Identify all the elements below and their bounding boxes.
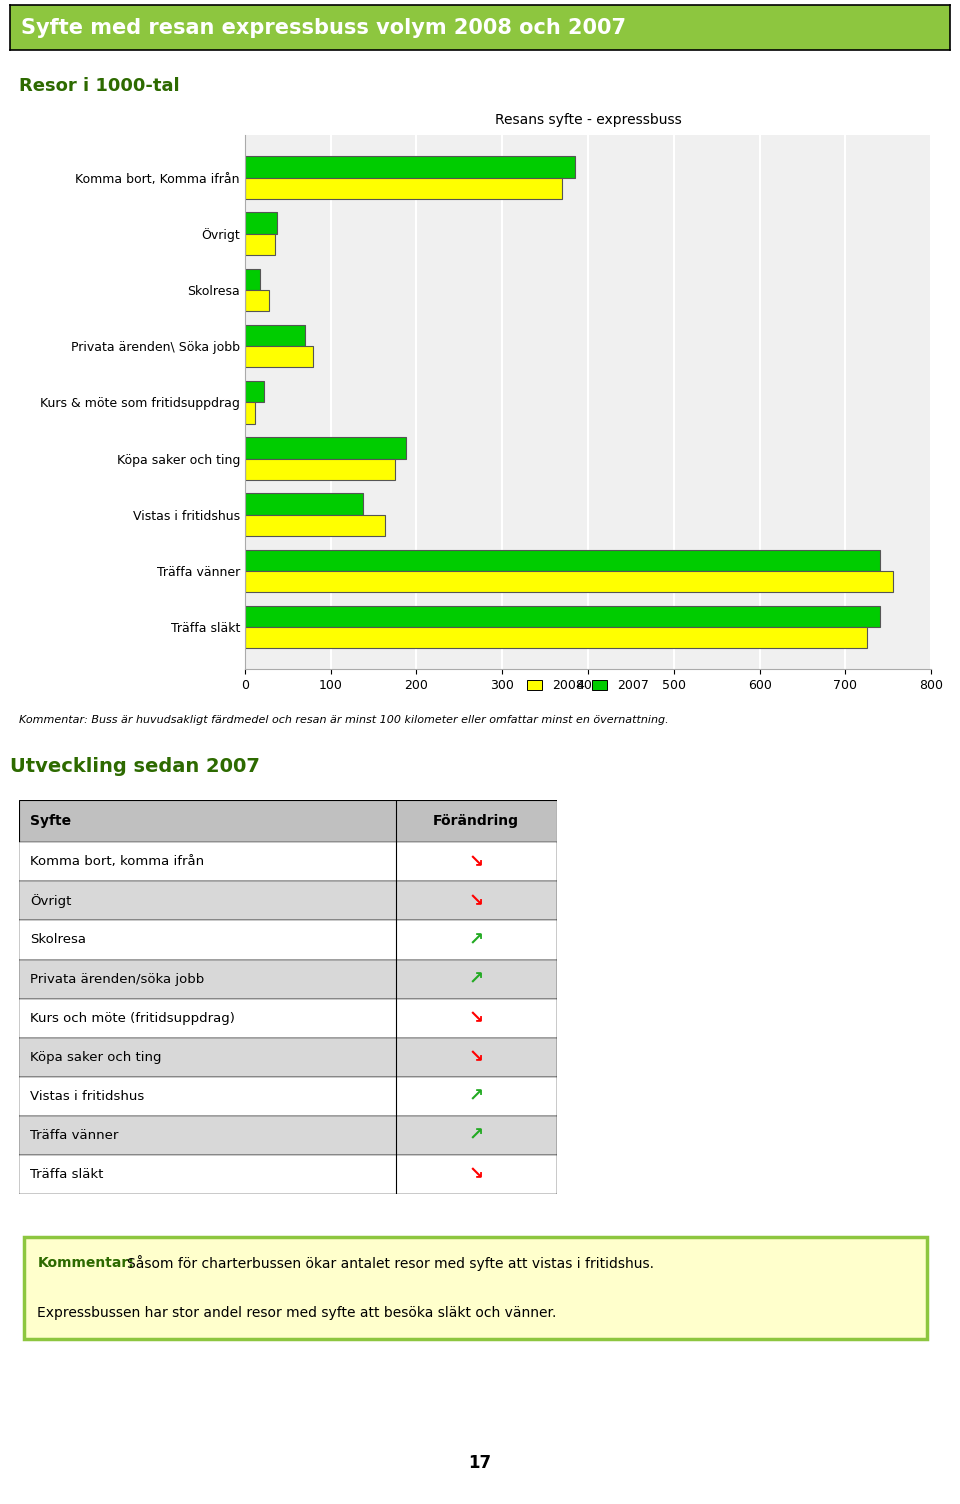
Bar [245,325,305,346]
Text: Såsom för charterbussen ökar antalet resor med syfte att vistas i fritidshus.: Såsom för charterbussen ökar antalet res… [127,1256,654,1271]
Text: ↘: ↘ [468,892,484,910]
Text: Expressbussen har stor andel resor med syfte att besöka släkt och vänner.: Expressbussen har stor andel resor med s… [37,1305,557,1321]
Legend: 2008, 2007: 2008, 2007 [522,674,654,698]
Text: Komma bort, komma ifrån: Komma bort, komma ifrån [30,856,204,868]
Text: Utveckling sedan 2007: Utveckling sedan 2007 [10,757,259,776]
Bar [19,1077,557,1116]
Text: Syfte med resan expressbuss volym 2008 och 2007: Syfte med resan expressbuss volym 2008 o… [21,18,626,38]
FancyBboxPatch shape [24,1238,926,1339]
Bar [245,177,563,199]
Text: ↘: ↘ [468,1048,484,1066]
Text: Övrigt: Övrigt [30,893,71,908]
Bar [245,290,269,311]
Text: Kurs och möte (fritidsuppdrag): Kurs och möte (fritidsuppdrag) [30,1012,235,1024]
Bar [245,572,893,593]
Text: ↘: ↘ [468,853,484,871]
Bar [19,1116,557,1155]
Text: ↘: ↘ [468,1166,484,1184]
Text: Träffa släkt: Träffa släkt [30,1169,104,1181]
Text: Förändring: Förändring [433,814,519,829]
Bar [19,999,557,1038]
Bar [245,514,385,535]
Bar [245,493,363,514]
Bar [245,381,264,402]
Text: ↗: ↗ [468,1126,484,1145]
Bar [19,842,557,881]
Text: ↗: ↗ [468,1087,484,1105]
Bar [245,233,275,256]
Bar [19,881,557,920]
Bar [19,920,557,960]
Title: Resans syfte - expressbuss: Resans syfte - expressbuss [494,113,682,128]
Text: Syfte: Syfte [30,814,71,829]
Text: Köpa saker och ting: Köpa saker och ting [30,1051,161,1063]
Text: 17: 17 [468,1454,492,1471]
Bar [245,212,277,233]
Bar [19,1038,557,1077]
Bar [245,606,879,627]
Text: Resor i 1000-tal: Resor i 1000-tal [19,78,180,95]
Bar [245,459,395,480]
Text: ↘: ↘ [468,1009,484,1027]
Bar [19,800,557,842]
Text: Privata ärenden/söka jobb: Privata ärenden/söka jobb [30,973,204,985]
Text: Kommentar: Buss är huvudsakligt färdmedel och resan är minst 100 kilometer eller: Kommentar: Buss är huvudsakligt färdmede… [19,716,668,725]
Text: Träffa vänner: Träffa vänner [30,1130,118,1142]
Text: Kommentar:: Kommentar: [37,1256,134,1271]
Text: ↗: ↗ [468,931,484,949]
Bar [19,960,557,999]
Text: ↗: ↗ [468,970,484,988]
Text: Vistas i fritidshus: Vistas i fritidshus [30,1090,144,1102]
Bar [245,346,313,367]
Bar [245,438,406,459]
Text: Skolresa: Skolresa [30,934,86,946]
Bar [245,627,867,648]
Bar [245,549,879,572]
Bar [245,402,255,424]
Bar [245,156,575,177]
Bar [245,269,260,290]
Bar [19,1155,557,1194]
